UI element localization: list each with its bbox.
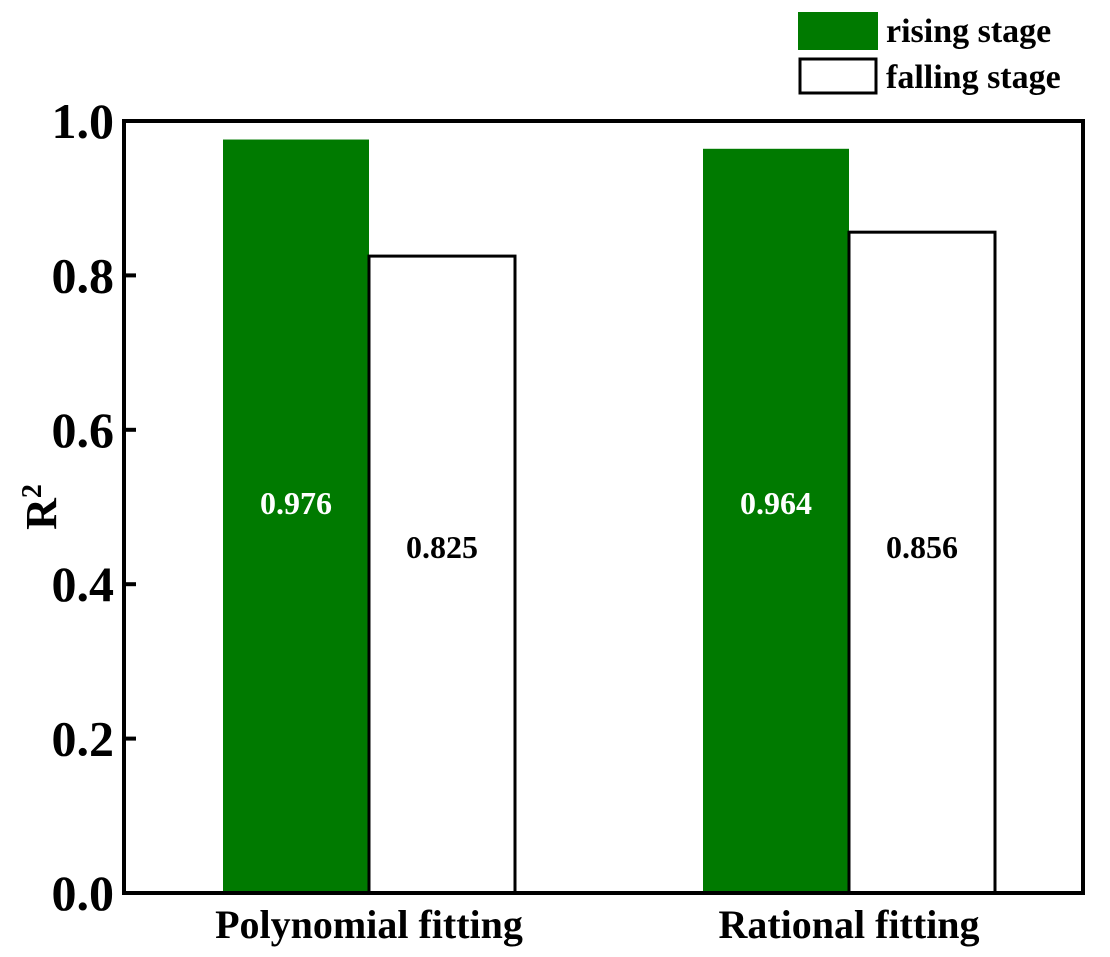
legend-label-rising-stage: rising stage	[886, 13, 1051, 50]
y-tick-label: 0.8	[52, 247, 115, 303]
legend-label-falling-stage: falling stage	[886, 59, 1061, 96]
bar-data-label: 0.976	[260, 485, 332, 521]
x-axis-labels: Polynomial fitting Rational fitting	[215, 902, 979, 947]
y-tick-label: 0.2	[52, 711, 115, 767]
y-tick-label: 0.6	[52, 402, 115, 458]
y-axis-ticks: 0.0 0.2 0.4 0.6 0.8 1.0	[52, 93, 136, 921]
x-category-label: Rational fitting	[718, 902, 979, 947]
bar-labels: 0.976 0.964 0.825 0.856	[260, 485, 958, 565]
bar-falling-stage-polynomial-fitting	[367, 254, 517, 895]
y-axis-label-text: R	[17, 497, 66, 530]
bar-rising-stage-rational-fitting	[703, 148, 849, 894]
y-axis-label-superscript: 2	[17, 484, 48, 498]
bar-data-label: 0.964	[740, 485, 812, 521]
bar-data-label: 0.856	[886, 529, 958, 565]
y-tick-label: 0.0	[52, 865, 115, 921]
bar-data-label: 0.825	[406, 529, 478, 565]
bar-rising-stage-polynomial-fitting	[223, 139, 369, 893]
plot-frame	[122, 119, 1085, 895]
y-tick-label: 0.4	[52, 556, 115, 612]
legend: rising stage falling stage	[798, 12, 1061, 96]
legend-swatch-falling-stage	[798, 57, 878, 95]
y-tick-label: 1.0	[52, 93, 115, 149]
legend-swatch-rising-stage	[798, 12, 878, 50]
y-axis-label: R2	[17, 484, 67, 530]
x-category-label: Polynomial fitting	[215, 902, 523, 947]
bars	[223, 139, 997, 895]
